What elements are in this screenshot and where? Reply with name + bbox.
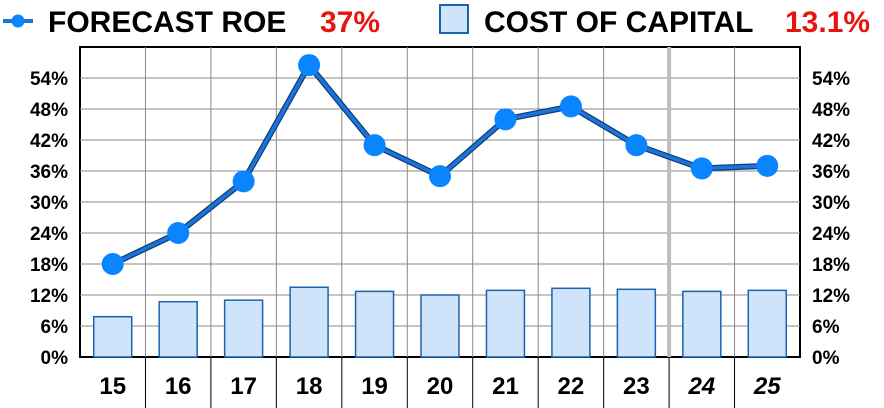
legend-roe-marker (3, 14, 33, 28)
legend-roe-label: FORECAST ROE (48, 6, 286, 39)
cost-of-capital-bar-20 (420, 294, 460, 358)
x-tick-21: 21 (492, 373, 519, 400)
y-tick-left: 0% (41, 348, 69, 369)
cost-of-capital-bar-25 (747, 289, 788, 358)
legend-coc-swatch (439, 4, 469, 34)
y-tick-left: 48% (30, 100, 68, 121)
y-tick-right: 18% (812, 255, 850, 276)
x-tick-17: 17 (230, 373, 257, 400)
y-tick-right: 24% (812, 224, 850, 245)
cost-of-capital-bar-22 (551, 287, 591, 358)
x-tick-25: 25 (753, 373, 781, 400)
roe-point-16 (167, 222, 190, 244)
cost-of-capital-bar-23 (616, 288, 657, 358)
x-tick-18: 18 (296, 373, 323, 400)
roe-point-22 (559, 95, 582, 118)
cost-of-capital-bar-18 (289, 286, 329, 358)
roe-point-20 (429, 165, 451, 188)
cost-of-capital-bars (92, 286, 788, 358)
y-tick-right: 6% (812, 317, 840, 338)
y-tick-right: 48% (812, 100, 850, 121)
y-tick-left: 42% (30, 131, 68, 152)
x-axis: 15 16 17 18 19 20 21 22 23 24 25 (99, 357, 781, 408)
y-axis-right: 0% 6% 12% 18% 24% 30% 36% 42% 48% 54% (812, 69, 850, 369)
cost-of-capital-bar-16 (158, 300, 198, 358)
y-tick-left: 12% (30, 286, 68, 307)
roe-point-17 (232, 170, 255, 193)
forecast-roe-points (101, 54, 779, 275)
y-tick-right: 0% (812, 348, 840, 369)
y-tick-right: 54% (812, 69, 850, 90)
roe-point-19 (363, 134, 386, 157)
roe-point-21 (494, 108, 517, 131)
y-tick-left: 18% (30, 255, 68, 276)
cost-of-capital-bar-17 (223, 299, 264, 358)
legend-roe-value: 37% (320, 6, 380, 39)
cost-of-capital-bar-15 (92, 315, 133, 358)
y-tick-right: 30% (812, 193, 850, 214)
roe-point-25 (756, 154, 779, 177)
legend-coc-label: COST OF CAPITAL (484, 6, 753, 39)
y-tick-left: 24% (30, 224, 68, 245)
y-tick-left: 30% (30, 193, 68, 214)
grid (80, 47, 800, 357)
roe-point-24 (690, 157, 713, 180)
y-tick-right: 36% (812, 162, 850, 183)
roe-point-15 (101, 253, 124, 275)
y-tick-right: 42% (812, 131, 850, 152)
y-tick-left: 6% (41, 317, 69, 338)
y-tick-left: 54% (30, 69, 68, 90)
y-tick-left: 36% (30, 162, 68, 183)
x-tick-15: 15 (99, 373, 126, 400)
legend: FORECAST ROE 37% COST OF CAPITAL 13.1% (3, 4, 870, 39)
x-tick-22: 22 (558, 373, 585, 400)
x-tick-16: 16 (165, 373, 192, 400)
roe-point-18 (298, 54, 321, 77)
x-tick-20: 20 (427, 373, 454, 400)
cost-of-capital-bar-21 (485, 289, 526, 358)
y-axis-left: 0% 6% 12% 18% 24% 30% 36% 42% 48% 54% (30, 69, 68, 369)
x-tick-19: 19 (361, 373, 388, 400)
cost-of-capital-bar-19 (354, 290, 395, 358)
cost-of-capital-bar-24 (682, 290, 722, 358)
x-tick-23: 23 (623, 373, 650, 400)
legend-coc-value: 13.1% (785, 6, 870, 39)
x-tick-24: 24 (687, 373, 715, 400)
roe-point-23 (625, 134, 648, 157)
y-tick-right: 12% (812, 286, 850, 307)
